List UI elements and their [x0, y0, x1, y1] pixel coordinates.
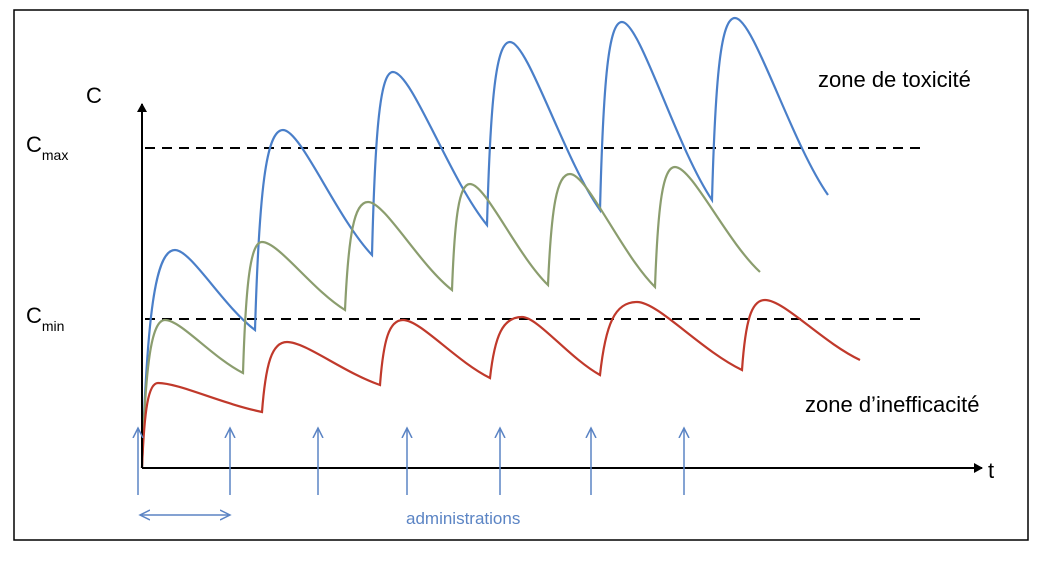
cmin-sub: min	[42, 318, 65, 334]
concentration-curve	[140, 298, 861, 469]
toxic-zone-label: zone de toxicité	[818, 67, 971, 92]
y-axis-label: C	[86, 83, 102, 108]
concentration-curve	[140, 165, 761, 469]
cmax-base: C	[26, 132, 42, 157]
cmax-label: Cmax	[26, 132, 68, 163]
x-axis-label: t	[988, 458, 994, 483]
ineffective-zone-label: zone d’inefficacité	[805, 392, 980, 417]
frame	[13, 9, 1029, 541]
administrations-label: administrations	[406, 509, 520, 528]
cmax-sub: max	[42, 147, 68, 163]
cmin-base: C	[26, 303, 42, 328]
dose-arrows	[138, 428, 684, 495]
cmin-label: Cmin	[26, 303, 64, 334]
curves	[140, 16, 861, 469]
concentration-curve	[140, 16, 829, 469]
